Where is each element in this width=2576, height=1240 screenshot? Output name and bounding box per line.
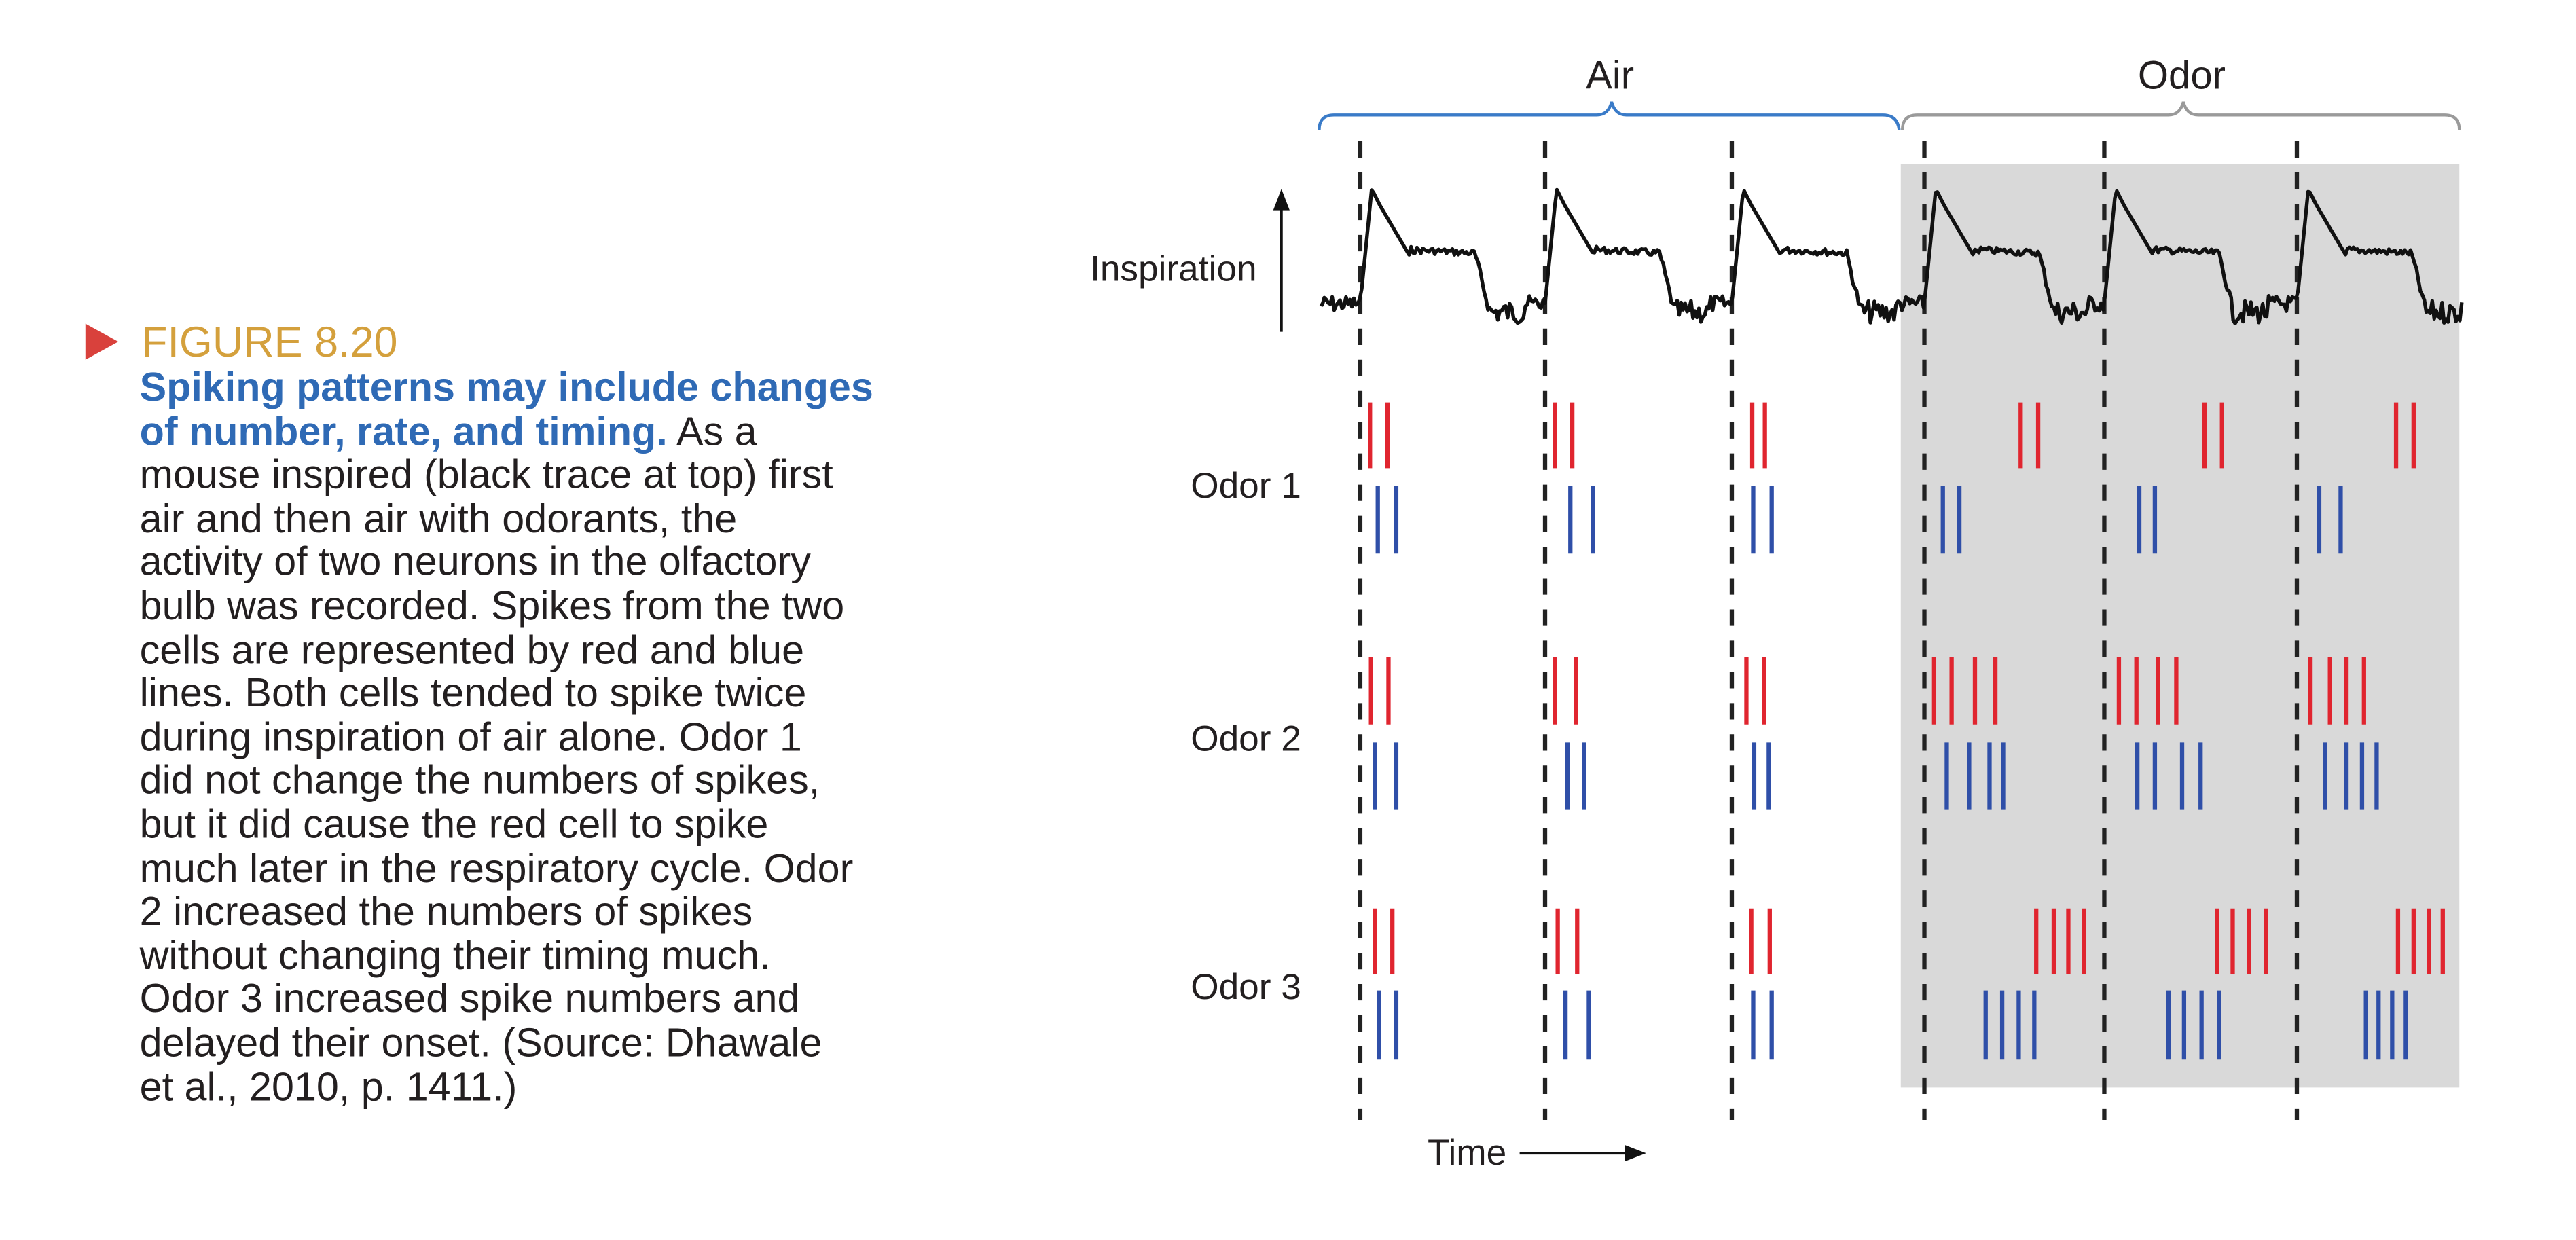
caption-line: during inspiration of air alone. Odor 1: [139, 716, 802, 761]
arrow-right-icon: [1625, 1145, 1646, 1162]
caption-line: cells are represented by red and blue: [139, 628, 805, 673]
caption-line: lines. Both cells tended to spike twice: [139, 672, 807, 717]
figure-heading: FIGURE 8.20: [85, 315, 874, 367]
row-label: Odor 3: [1191, 967, 1301, 1007]
caption-line: mouse inspired (black trace at top) firs…: [139, 454, 833, 498]
row-label: Odor 1: [1191, 466, 1301, 506]
triangle-marker-icon: [85, 323, 119, 360]
caption-line: Odor 3 increased spike numbers and: [139, 978, 800, 1023]
caption-line: 2 increased the numbers of spikes: [139, 890, 753, 935]
arrow-up-icon: [1273, 189, 1290, 211]
caption-line: but it did cause the red cell to spike: [139, 803, 769, 848]
row-label: Odor 2: [1191, 718, 1301, 759]
caption-line: bulb was recorded. Spikes from the two: [139, 585, 845, 630]
respiration-trace: [1319, 187, 2464, 325]
epoch-label-air: Air: [1586, 54, 1634, 98]
caption-line: activity of two neurons in the olfactory: [139, 541, 811, 586]
y-axis-label: Inspiration: [1090, 249, 1256, 289]
odor-period-shading: [1900, 164, 2460, 1088]
caption-line: did not change the numbers of spikes,: [139, 759, 820, 804]
caption-line: much later in the respiratory cycle. Odo…: [139, 847, 854, 892]
caption-body: mouse inspired (black trace at top) firs…: [86, 454, 874, 1111]
figure-number: FIGURE 8.20: [141, 316, 398, 366]
caption-line: air and then air with odorants, the: [139, 497, 738, 542]
caption-line: delayed their onset. (Source: Dhawale: [139, 1021, 822, 1066]
epoch-label-odor: Odor: [2138, 54, 2226, 98]
caption-line: without changing their timing much.: [139, 934, 771, 979]
caption-text: As a: [667, 409, 757, 455]
caption-line: of number, rate, and timing. As a: [86, 409, 874, 455]
caption-line: et al., 2010, p. 1411.): [139, 1065, 518, 1110]
odor-bracket: [1901, 101, 2461, 130]
air-bracket: [1318, 101, 1901, 130]
caption-title-line: of number, rate, and timing.: [139, 409, 668, 455]
caption-title-line: Spiking patterns may include changes: [139, 366, 873, 411]
x-axis-label: Time: [1428, 1133, 1506, 1173]
figure-caption: FIGURE 8.20 Spiking patterns may include…: [85, 315, 874, 1111]
